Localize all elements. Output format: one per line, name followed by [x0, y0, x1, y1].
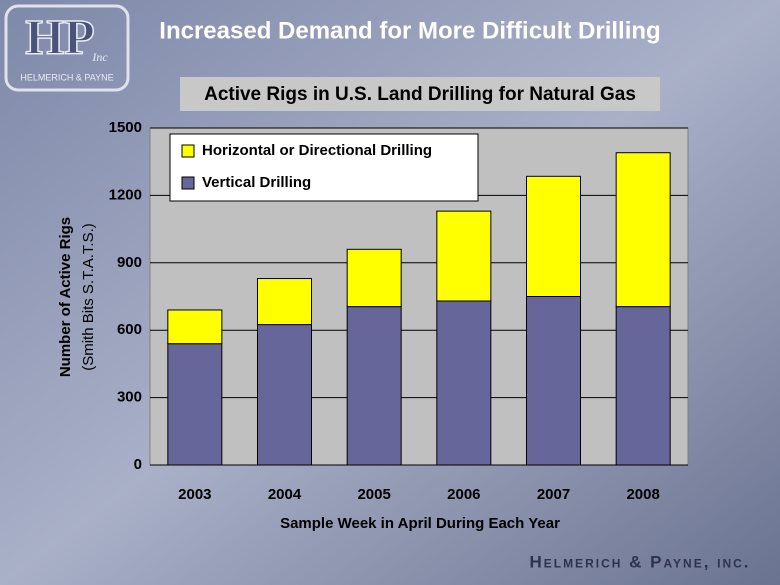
- y-axis-label: Number of Active Rigs: [57, 217, 74, 377]
- logo: HP Inc HELMERICH & PAYNE: [4, 4, 130, 92]
- x-tick-label: 2003: [178, 486, 211, 503]
- x-tick-label: 2004: [268, 486, 302, 503]
- bar-segment: [257, 278, 312, 326]
- chart: 0 300 600 900 1200 1500 2003 2004 2005 2006 2007 20…: [109, 119, 688, 503]
- legend-swatch: [181, 176, 195, 190]
- bar-segment: [436, 300, 492, 466]
- y-tick-label: 300: [117, 389, 142, 406]
- logo-inc: Inc: [91, 50, 108, 64]
- logo-frame: [4, 4, 130, 92]
- legend-label: Vertical Drilling: [202, 174, 311, 191]
- bar-segment: [167, 309, 223, 345]
- y-tick-label: 0: [134, 456, 142, 473]
- x-tick-label: 2006: [447, 486, 480, 503]
- chart-title: Active Rigs in U.S. Land Drilling for Na…: [204, 84, 636, 105]
- bar-segment: [526, 175, 581, 297]
- bar-segment: [436, 210, 492, 302]
- y-tick-label: 1500: [109, 119, 142, 136]
- bar-segment: [167, 343, 223, 466]
- footer-brand: Helmerich & Payne, inc.: [529, 552, 750, 571]
- chart-title-box: [180, 77, 660, 111]
- logo-name: HELMERICH & PAYNE: [20, 72, 113, 82]
- y-tick-label: 1200: [109, 186, 142, 203]
- bar-segment: [257, 324, 312, 466]
- legend-box: [169, 133, 479, 202]
- y-tick-label: 900: [117, 254, 142, 271]
- bar-segment: [526, 296, 581, 466]
- bar-segment: [346, 306, 402, 466]
- x-tick-label: 2005: [357, 486, 390, 503]
- x-tick-label: 2007: [537, 486, 570, 503]
- slide-title: Increased Demand for More Difficult Dril…: [159, 17, 660, 44]
- x-tick-label: 2008: [626, 486, 659, 503]
- legend-label: Horizontal or Directional Drilling: [202, 142, 432, 159]
- y-axis-label: (Smith Bits S.T.A.T.S.): [80, 223, 97, 371]
- bar-segment: [615, 306, 671, 466]
- y-tick-label: 600: [117, 321, 142, 338]
- bar-segment: [346, 248, 402, 308]
- x-axis-label: Sample Week in April During Each Year: [280, 515, 560, 532]
- logo-mark: HP: [25, 8, 94, 64]
- legend-swatch: [181, 144, 195, 158]
- bar-segment: [615, 152, 671, 308]
